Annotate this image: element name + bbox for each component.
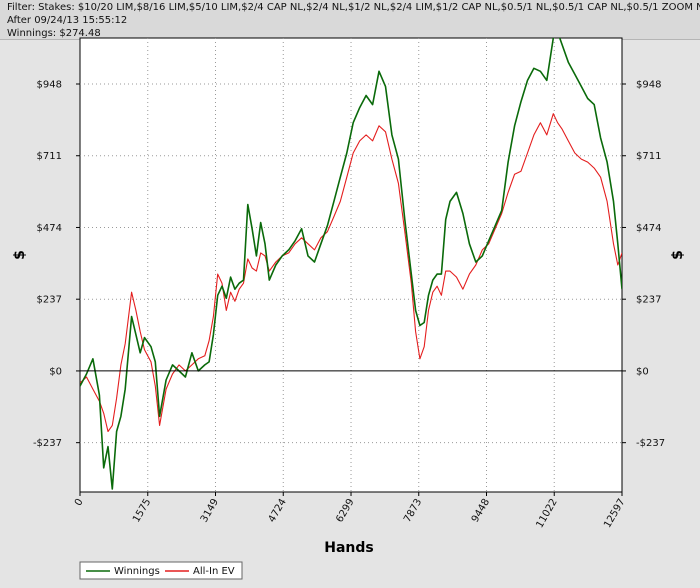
y-tick-label: $237 xyxy=(636,295,661,306)
y-axis-title-right: $ xyxy=(670,250,686,260)
plot-area xyxy=(79,37,623,493)
x-tick-label: 3149 xyxy=(199,497,221,525)
legend-winnings-label: Winnings xyxy=(114,566,160,577)
winnings-summary: Winnings: $274.48 xyxy=(7,28,101,39)
series-lines xyxy=(80,38,622,490)
y-tick-label: $711 xyxy=(37,151,62,162)
y-tick-label: $0 xyxy=(636,366,649,377)
y-tick-label: $474 xyxy=(636,223,661,234)
x-tick-label: 7873 xyxy=(402,497,424,525)
y-axis-right: -$237 $0 $237 $474 $711 $948 xyxy=(622,80,665,449)
y-axis-title-left: $ xyxy=(12,250,28,260)
y-tick-label: -$237 xyxy=(636,438,665,449)
filter-header: Filter: Stakes: $10/20 LIM,$8/16 LIM,$5/… xyxy=(0,0,700,40)
filter-text: Filter: Stakes: $10/20 LIM,$8/16 LIM,$5/… xyxy=(7,2,700,13)
x-axis-title: Hands xyxy=(324,540,374,556)
allin-ev-line xyxy=(80,113,622,433)
y-tick-label: -$237 xyxy=(33,438,62,449)
legend: Winnings All-In EV xyxy=(79,561,243,580)
x-tick-label: 1575 xyxy=(131,497,153,525)
y-tick-label: $0 xyxy=(49,366,62,377)
y-tick-label: $237 xyxy=(37,295,62,306)
y-tick-label: $474 xyxy=(37,223,62,234)
x-tick-label: 12597 xyxy=(602,497,627,530)
y-tick-label: $948 xyxy=(636,80,661,91)
x-tick-label: 0 xyxy=(73,497,86,508)
x-tick-label: 4724 xyxy=(267,497,289,525)
x-tick-label: 11022 xyxy=(534,497,559,530)
x-axis: 0 1575 3149 4724 6299 7873 9448 11022 12597 xyxy=(73,492,628,530)
legend-box xyxy=(79,561,243,580)
winnings-line xyxy=(80,38,622,490)
y-tick-label: $948 xyxy=(37,80,62,91)
x-tick-label: 9448 xyxy=(470,497,492,525)
y-tick-label: $711 xyxy=(636,151,661,162)
y-axis-left: -$237 $0 $237 $474 $711 $948 xyxy=(33,80,80,449)
legend-allin-ev-label: All-In EV xyxy=(193,566,235,577)
date-filter-text: After 09/24/13 15:55:12 xyxy=(7,15,128,26)
x-tick-label: 6299 xyxy=(334,497,356,525)
